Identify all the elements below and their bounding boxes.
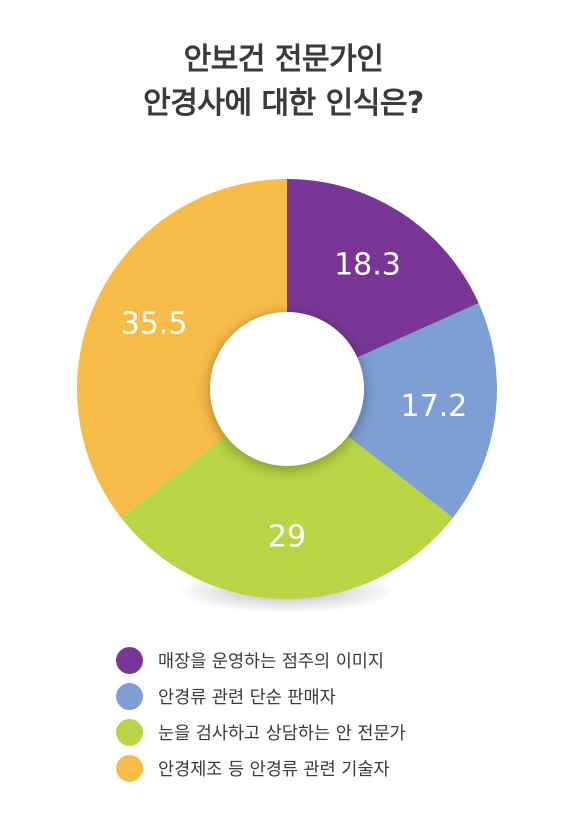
legend-dot-icon [116, 718, 143, 746]
slice-value-label: 29 [268, 520, 306, 555]
donut-hole [210, 312, 364, 466]
chart-title: 안보건 전문가인 안경사에 대한 인식은? [0, 38, 567, 126]
legend-dot-icon [116, 754, 143, 782]
legend-label: 매장을 운영하는 점주의 이미지 [158, 651, 384, 672]
slice-value-label: 17.2 [401, 389, 468, 424]
chart-title-line-1: 안보건 전문가인 [183, 42, 384, 77]
donut-slice [77, 179, 287, 518]
legend: 매장을 운영하는 점주의 이미지 안경류 관련 단순 판매자 눈을 검사하고 상… [116, 642, 496, 786]
donut-slice [347, 303, 498, 518]
legend-dot-icon [116, 646, 143, 674]
legend-label: 안경제조 등 안경류 관련 기술자 [158, 759, 390, 780]
legend-item: 눈을 검사하고 상담하는 안 전문가 [116, 714, 496, 750]
donut-slice [287, 179, 479, 358]
chart-title-line-2: 안경사에 대한 인식은? [143, 86, 424, 121]
legend-item: 안경류 관련 단순 판매자 [116, 678, 496, 714]
legend-dot-icon [116, 682, 143, 710]
legend-item: 매장을 운영하는 점주의 이미지 [116, 642, 496, 678]
legend-item: 안경제조 등 안경류 관련 기술자 [116, 750, 496, 786]
donut-chart-svg: 18.3 17.2 29 35.5 [77, 179, 498, 613]
donut-slice [121, 436, 453, 599]
legend-label: 안경류 관련 단순 판매자 [158, 687, 336, 708]
slice-value-label: 35.5 [121, 306, 188, 341]
donut-chart: 18.3 17.2 29 35.5 [0, 140, 567, 640]
slice-value-label: 18.3 [334, 247, 401, 282]
legend-label: 눈을 검사하고 상담하는 안 전문가 [158, 723, 406, 744]
